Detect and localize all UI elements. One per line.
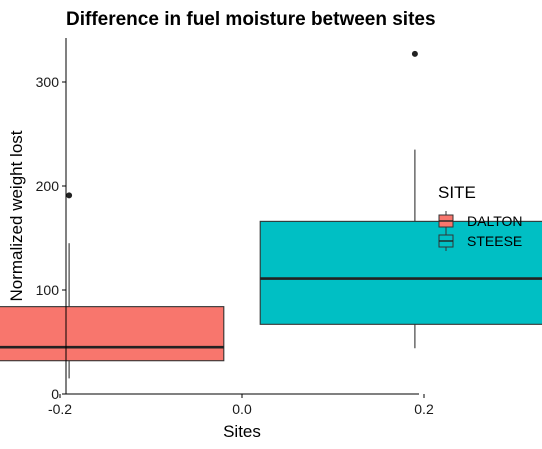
y-tick-label-3: 300 [36,74,60,90]
y-tick-label-1: 100 [36,282,60,298]
y-axis-ticks: 0 100 200 300 [36,74,66,402]
x-axis-ticks: -0.2 0.0 0.2 [48,394,434,417]
legend-label-dalton: DALTON [467,213,523,229]
box-body-dalton [0,306,225,362]
y-tick-label-0: 0 [51,386,59,402]
box-body-steese [259,220,542,325]
x-tick-label-2: 0.2 [414,401,434,417]
legend: SITE DALTON STEESE [438,183,523,251]
legend-label-steese: STEESE [467,233,522,249]
y-tick-label-2: 200 [36,178,60,194]
legend-title: SITE [438,183,476,202]
x-tick-label-0: -0.2 [48,401,72,417]
outlier-point-dalton-0 [66,192,73,199]
chart-title: Difference in fuel moisture between site… [66,9,436,30]
outlier-point-steese-0 [411,50,418,57]
y-axis-label: Normalized weight lost [7,130,26,301]
box-dalton [0,192,225,379]
box-steese [259,50,542,349]
x-axis-label: Sites [223,422,261,441]
x-tick-label-1: 0.0 [232,401,252,417]
plot-area [0,50,542,379]
